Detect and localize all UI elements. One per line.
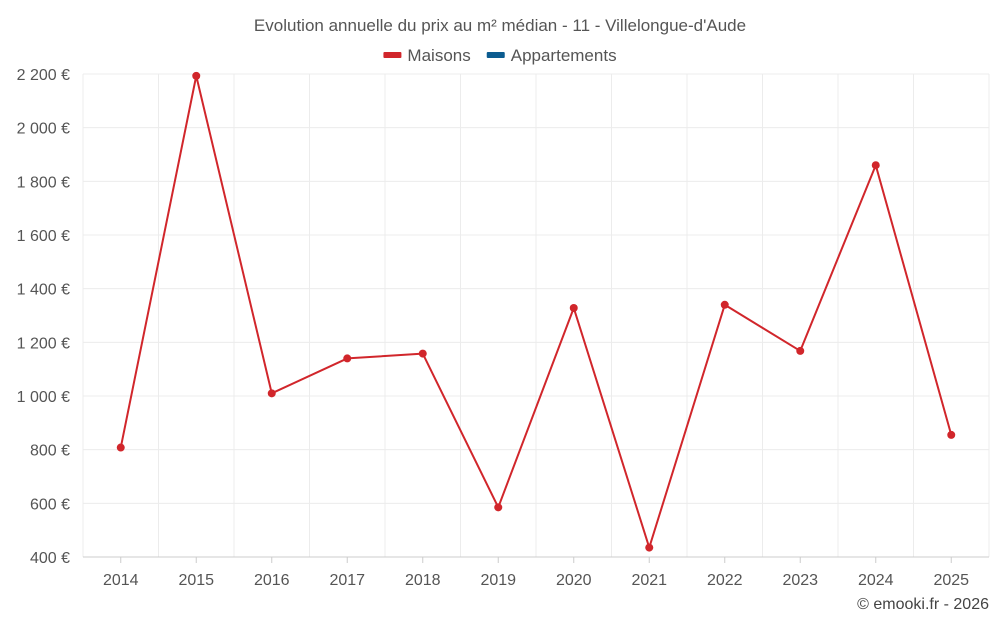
- x-tick-label: 2021: [631, 572, 667, 589]
- y-axis: 400 € 600 € 800 € 1 000 € 1 200 € 1 400 € 1 60…: [17, 67, 70, 567]
- data-point[interactable]: [720, 300, 729, 309]
- data-point[interactable]: [267, 389, 276, 398]
- y-tick-label: 1 600 €: [17, 228, 70, 245]
- data-point[interactable]: [569, 303, 578, 312]
- y-tick-label: 600 €: [30, 496, 70, 513]
- y-tick-label: 800 €: [30, 443, 70, 460]
- x-tick-label: 2022: [707, 572, 743, 589]
- x-tick-label: 2020: [556, 572, 592, 589]
- x-tick-label: 2014: [103, 572, 139, 589]
- y-tick-label: 1 200 €: [17, 335, 70, 352]
- x-tick-label: 2018: [405, 572, 441, 589]
- y-tick-label: 1 800 €: [17, 174, 70, 191]
- legend-swatch[interactable]: [383, 52, 402, 58]
- chart-title: Evolution annuelle du prix au m² médian …: [254, 16, 746, 35]
- series-line-maisons: [119, 74, 953, 549]
- y-tick-label: 1 000 €: [17, 389, 70, 406]
- x-tick-label: 2015: [178, 572, 214, 589]
- y-tick-label: 1 400 €: [17, 282, 70, 299]
- data-point[interactable]: [418, 349, 427, 358]
- x-tick-label: 2025: [933, 572, 969, 589]
- data-point[interactable]: [343, 354, 352, 363]
- y-tick-label: 2 000 €: [17, 121, 70, 138]
- x-tick-label: 2019: [480, 572, 516, 589]
- x-tick-label: 2024: [858, 572, 894, 589]
- credit-text: © emooki.fr - 2026: [857, 596, 989, 613]
- x-axis: 2014 2015 2016 2017 2018 2019 2020 2021 2022 2023…: [83, 556, 989, 589]
- y-tick-label: 400 €: [30, 550, 70, 567]
- series-layer: [116, 71, 956, 552]
- y-tick-label: 2 200 €: [17, 67, 70, 84]
- data-point[interactable]: [494, 503, 503, 512]
- data-point[interactable]: [796, 346, 805, 355]
- gridlines: [82, 73, 990, 558]
- data-point[interactable]: [871, 161, 880, 170]
- data-point[interactable]: [645, 543, 654, 552]
- legend: Maisons Appartements: [383, 46, 617, 65]
- data-point[interactable]: [947, 430, 956, 439]
- legend-label: Appartements: [511, 46, 617, 65]
- data-point[interactable]: [192, 71, 201, 80]
- legend-swatch[interactable]: [486, 52, 505, 58]
- x-tick-label: 2023: [782, 572, 818, 589]
- data-point[interactable]: [116, 443, 125, 452]
- x-tick-label: 2016: [254, 572, 290, 589]
- legend-label: Maisons: [407, 46, 470, 65]
- x-tick-label: 2017: [329, 572, 365, 589]
